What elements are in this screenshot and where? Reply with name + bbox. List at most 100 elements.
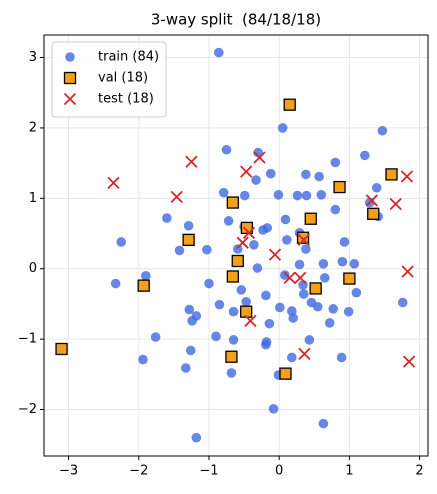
val-point <box>225 350 238 363</box>
train-point <box>214 299 225 310</box>
val-point <box>55 342 68 356</box>
train-point <box>261 339 271 350</box>
legend-marker <box>65 52 75 62</box>
val-point <box>385 168 398 181</box>
train-point <box>318 418 329 429</box>
train-point <box>277 123 288 133</box>
train-point <box>218 187 229 198</box>
train-point <box>282 235 292 245</box>
legend: train (84) val (18) test (18) <box>51 41 167 118</box>
train-point <box>116 237 127 247</box>
y-tick-label: 1 <box>29 191 37 206</box>
train-point <box>330 204 341 215</box>
train-point <box>264 318 275 329</box>
val-point <box>283 98 296 111</box>
x-tick-label: 2 <box>415 464 423 479</box>
train-point <box>228 306 239 317</box>
y-tick-label: 0 <box>29 261 37 276</box>
train-point <box>301 190 312 201</box>
train-point <box>211 331 221 342</box>
train-point <box>204 278 214 289</box>
train-point <box>273 190 284 200</box>
train-point <box>232 244 243 254</box>
train-point <box>360 150 370 161</box>
ticks: −3 −2 −1 0 1 2 −2 −1 0 1 2 3 <box>18 50 424 478</box>
train-point <box>183 220 194 231</box>
legend-label: test (18) <box>98 92 154 107</box>
train-point <box>174 245 185 256</box>
train-point <box>301 169 311 180</box>
legend-marker <box>63 92 77 106</box>
train-point <box>287 352 297 363</box>
train-point <box>339 237 350 247</box>
points <box>55 47 416 443</box>
train-point <box>320 273 330 283</box>
test-point <box>294 271 307 285</box>
train-point <box>337 256 348 267</box>
train-point <box>261 290 271 301</box>
test-point <box>253 151 266 164</box>
test-point <box>170 190 183 204</box>
test-point <box>240 165 253 178</box>
train-point <box>292 190 303 201</box>
train-point <box>298 289 309 299</box>
train-point <box>371 182 382 193</box>
train-point <box>301 244 311 254</box>
train-point <box>316 190 327 200</box>
train-point <box>312 301 323 312</box>
train-point <box>140 270 151 281</box>
train-point <box>110 278 121 289</box>
train-point <box>221 144 232 155</box>
train-point <box>241 297 251 307</box>
y-tick-label: 3 <box>29 50 37 65</box>
test-point <box>389 197 402 211</box>
train-point <box>294 259 305 270</box>
train-point <box>351 287 362 298</box>
train-point <box>265 168 276 179</box>
y-tick-label: −2 <box>18 402 37 417</box>
val-point <box>304 212 317 225</box>
val-point <box>333 180 346 194</box>
train-point <box>138 354 148 365</box>
test-point <box>401 265 414 278</box>
val-point <box>309 282 322 295</box>
x-tick-label: −3 <box>59 464 78 479</box>
train-point <box>181 363 191 373</box>
train-point <box>336 352 347 363</box>
train-point <box>280 214 291 225</box>
train-point <box>304 335 315 345</box>
y-tick-label: 2 <box>29 120 37 135</box>
train-point <box>239 190 250 201</box>
train-point <box>252 263 263 273</box>
train-point <box>268 404 279 414</box>
train-point <box>253 147 263 158</box>
train-point <box>162 213 172 223</box>
x-tick-label: 0 <box>275 464 283 479</box>
test-point <box>365 194 378 207</box>
legend-label: train (84) <box>98 50 159 65</box>
axes-frame <box>43 34 429 457</box>
x-tick-label: −1 <box>199 464 218 479</box>
test-point <box>242 226 256 239</box>
train-point <box>318 259 329 269</box>
train-point <box>184 304 195 315</box>
val-point <box>240 221 254 235</box>
test-point <box>268 248 282 261</box>
legend-marker <box>63 71 77 85</box>
train-point <box>251 175 261 185</box>
test-point <box>400 170 414 183</box>
test-point <box>298 347 311 361</box>
test-point <box>236 236 249 249</box>
val-point <box>182 233 195 247</box>
train-point <box>185 345 196 356</box>
train-point <box>377 125 388 136</box>
legend-box <box>51 41 167 118</box>
train-point <box>236 285 247 295</box>
train-point <box>279 270 290 280</box>
y-tick-label: −1 <box>18 332 37 347</box>
test-point <box>283 271 296 285</box>
x-tick-label: −2 <box>129 464 148 479</box>
train-point <box>202 244 212 255</box>
val-point <box>137 279 150 292</box>
